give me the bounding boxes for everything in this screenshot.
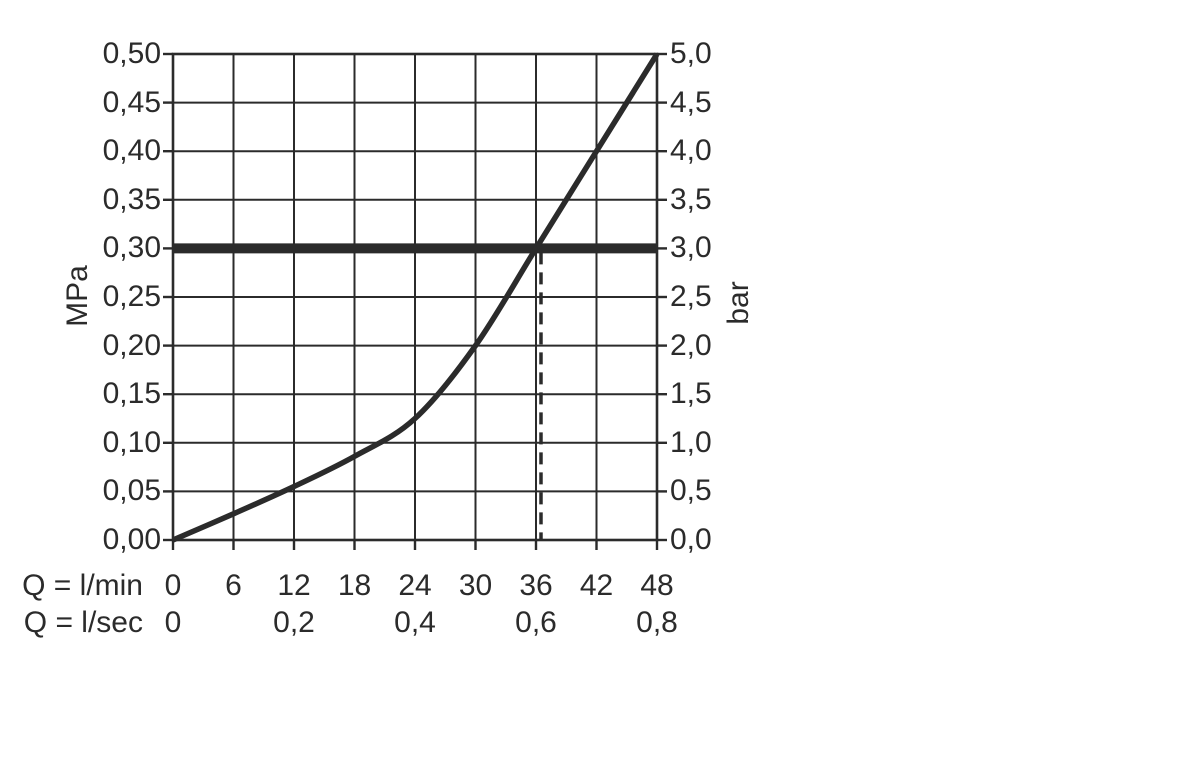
x-lsec-tick-label: 0,2 [273,606,315,639]
y-right-tick-label: 0,5 [670,474,712,508]
x-axis-lmin-row-label: Q = l/min [22,569,143,602]
y-left-tick-label: 0,35 [102,182,161,216]
x-lmin-tick-label: 6 [225,569,242,602]
y-left-tick-label: 0,30 [102,231,161,265]
y-right-axis-unit-label: bar [722,281,755,325]
x-lsec-tick-label: 0,4 [394,606,436,639]
y-left-tick-label: 0,25 [102,280,161,313]
x-lmin-tick-label: 48 [640,569,674,602]
y-left-tick-label: 0,45 [102,85,161,119]
y-right-tick-label: 2,5 [670,280,712,313]
y-left-tick-label: 0,40 [102,134,161,168]
y-right-tick-label: 1,5 [670,377,712,411]
y-right-tick-label: 5,0 [670,37,712,70]
pressure-flow-curve [171,52,660,543]
y-right-tick-label: 1,0 [670,425,712,459]
plot-border [171,52,659,542]
x-axis-lsec-row-label: Q = l/sec [23,606,143,639]
y-left-tick-label: 0,15 [102,377,161,411]
y-right-tick-label: 0,0 [670,523,712,556]
x-lmin-tick-label: 18 [337,569,372,602]
y-right-tick-label: 4,0 [670,134,712,168]
y-left-tick-label: 0,05 [102,474,161,508]
x-lmin-tick-label: 0 [164,569,182,602]
x-lmin-tick-label: 42 [579,569,614,602]
y-right-tick-label: 2,0 [670,328,712,362]
x-lsec-tick-label: 0,8 [636,606,678,639]
x-lmin-tick-label: 12 [277,569,311,602]
y-left-axis-unit-label: MPa [61,265,94,327]
y-right-tick-label: 3,5 [670,182,712,216]
x-lmin-tick-label: 30 [458,569,493,602]
x-lmin-tick-label: 36 [519,569,553,602]
x-lsec-tick-label: 0,6 [515,606,557,639]
y-left-tick-label: 0,00 [102,523,161,556]
x-lmin-tick-label: 24 [398,569,432,602]
y-left-tick-label: 0,10 [102,425,161,459]
y-right-tick-label: 3,0 [670,231,712,265]
grid-lines [172,53,658,541]
y-left-tick-label: 0,50 [102,37,161,70]
x-lsec-tick-label: 0 [164,606,182,639]
y-right-tick-label: 4,5 [670,85,712,119]
axis-tick-marks [163,52,667,550]
y-left-tick-label: 0,20 [102,328,161,362]
